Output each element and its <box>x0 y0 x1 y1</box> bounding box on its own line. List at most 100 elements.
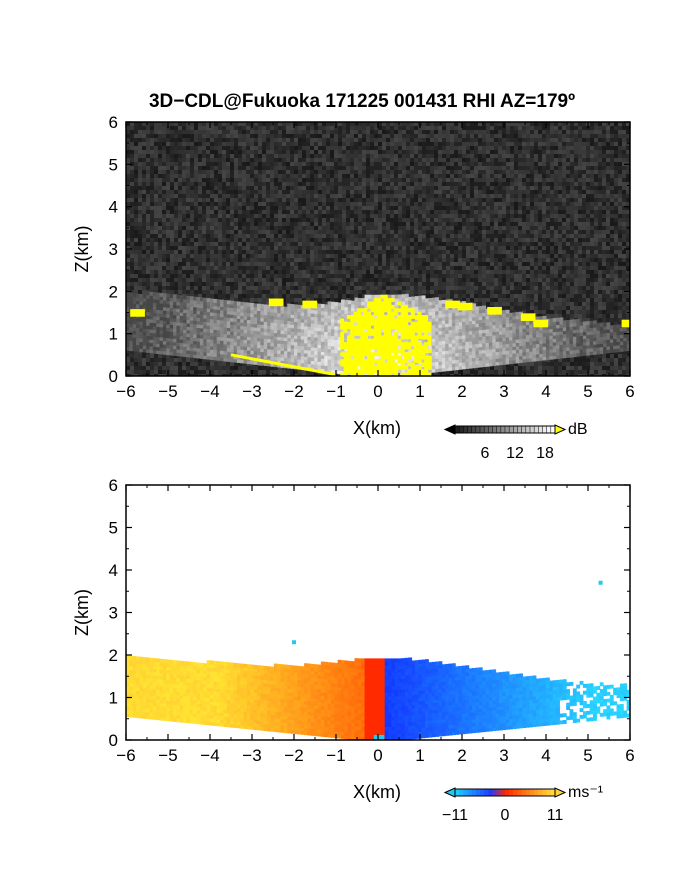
colorbar-frame <box>454 425 556 434</box>
x-tick-label: 5 <box>583 746 592 765</box>
colorbar-swatch <box>492 789 497 796</box>
colorbar-swatch <box>480 789 485 796</box>
colorbar-swatch <box>500 789 506 796</box>
x-tick-label: 6 <box>625 382 634 401</box>
colorbar-swatch <box>488 789 493 796</box>
colorbar-swatch <box>546 426 552 433</box>
colorbar-swatch <box>459 789 464 796</box>
x-tick-label: 3 <box>499 382 508 401</box>
y-tick-label: 3 <box>109 240 118 259</box>
x-tick-label: 3 <box>499 746 508 765</box>
intensity-colorbar: 6 12 18 dB <box>443 421 588 462</box>
colorbar-swatch <box>525 426 531 433</box>
colorbar-swatch <box>467 426 472 433</box>
velocity-origin-cell <box>373 734 385 740</box>
velocity-panel: −6 −5 −4 −3 −2 −1 0 1 2 3 4 5 6 0 1 2 3 4 5 6 X(km) Z(km) −11 0… <box>72 476 635 824</box>
x-tick-label: 4 <box>541 746 550 765</box>
y-tick-label: 5 <box>109 519 118 538</box>
colorbar-swatch <box>455 426 460 433</box>
colorbar-swatch <box>471 426 477 433</box>
colorbar-swatch <box>463 426 468 433</box>
x-tick-label: −4 <box>200 746 219 765</box>
intensity-noise <box>126 122 630 376</box>
colorbar-swatch <box>484 789 489 796</box>
colorbar-swatch <box>455 789 460 796</box>
colorbar-swatch <box>530 426 535 433</box>
y-tick-label: 5 <box>109 155 118 174</box>
x-tick-label: 0 <box>373 746 382 765</box>
x-tick-label: −6 <box>116 746 135 765</box>
colorbar-swatch <box>459 426 464 433</box>
x-tick-label: −2 <box>284 382 303 401</box>
colorbar-swatch <box>500 426 506 433</box>
colorbar-arrow-right <box>554 787 567 798</box>
colorbar-swatch <box>509 789 514 796</box>
colorbar-tick-label: 11 <box>547 807 564 824</box>
x-tick-label: 1 <box>415 382 424 401</box>
colorbar-tick-label: −11 <box>442 807 468 824</box>
colorbar-swatch <box>513 426 518 433</box>
x-axis-label: X(km) <box>353 418 401 438</box>
x-tick-label: 1 <box>415 746 424 765</box>
colorbar-tick-label: 12 <box>506 445 524 462</box>
colorbar-swatch <box>505 789 510 796</box>
colorbar-swatch <box>534 426 539 433</box>
y-tick-label: 1 <box>109 689 118 708</box>
intensity-field <box>126 122 630 376</box>
x-tick-label: 0 <box>373 382 382 401</box>
colorbar-tick-label: 18 <box>536 445 554 462</box>
colorbar-swatch <box>538 426 543 433</box>
figure-title: 3D−CDL@Fukuoka 171225 001431 RHI AZ=179º <box>149 91 575 112</box>
colorbar-swatch <box>492 426 497 433</box>
y-tick-label: 6 <box>109 113 118 132</box>
y-tick-label: 2 <box>109 282 118 301</box>
velocity-echo <box>126 580 630 740</box>
colorbar-swatch <box>471 789 477 796</box>
colorbar-swatch <box>475 789 481 796</box>
colorbar-swatch <box>463 789 468 796</box>
y-tick-label: 4 <box>109 198 118 217</box>
colorbar-arrow-left <box>443 787 456 798</box>
colorbar-tick-label: 0 <box>501 807 510 824</box>
colorbar-unit: dB <box>568 421 588 438</box>
colorbar-swatch <box>475 426 481 433</box>
y-axis-label: Z(km) <box>72 226 92 273</box>
colorbar-swatch <box>509 426 514 433</box>
colorbar-swatch <box>521 789 527 796</box>
colorbar-swatch <box>513 789 518 796</box>
x-axis-label: X(km) <box>353 782 401 802</box>
colorbar-unit: ms⁻¹ <box>568 784 603 801</box>
intensity-saturated <box>130 294 630 376</box>
colorbar-swatch <box>530 789 535 796</box>
colorbar-swatch <box>496 789 502 796</box>
x-tick-label: 2 <box>457 382 466 401</box>
x-tick-label: 5 <box>583 382 592 401</box>
y-tick-label: 0 <box>109 731 118 750</box>
colorbar-swatch <box>517 426 522 433</box>
colorbar-arrow-left <box>443 424 456 435</box>
colorbar-swatch <box>550 426 556 433</box>
y-axis-label: Z(km) <box>72 589 92 636</box>
colorbar-swatch <box>542 426 547 433</box>
x-tick-label: 6 <box>625 746 634 765</box>
x-tick-label: −3 <box>242 746 261 765</box>
x-tick-label: −1 <box>326 746 345 765</box>
velocity-isolated-point <box>598 580 603 585</box>
velocity-isolated-point <box>292 640 296 645</box>
y-tick-label: 6 <box>109 476 118 495</box>
x-tick-label: −3 <box>242 382 261 401</box>
colorbar-swatch <box>467 789 472 796</box>
colorbar-swatch <box>542 789 547 796</box>
colorbar-swatch <box>525 789 531 796</box>
x-tick-label: −4 <box>200 382 219 401</box>
colorbar-swatch <box>484 426 489 433</box>
y-tick-label: 3 <box>109 604 118 623</box>
x-tick-label: −1 <box>326 382 345 401</box>
colorbar-arrow-right <box>554 424 567 435</box>
x-tick-label: 4 <box>541 382 550 401</box>
x-tick-label: −5 <box>158 746 177 765</box>
colorbar-swatch <box>550 789 556 796</box>
